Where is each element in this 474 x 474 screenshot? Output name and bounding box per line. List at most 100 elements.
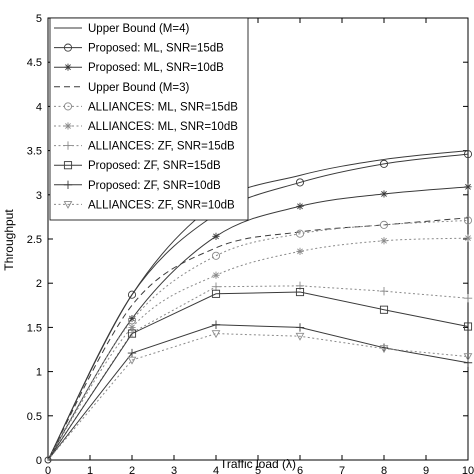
triangle-down-marker	[295, 332, 305, 341]
plus-marker	[295, 323, 305, 332]
x-tick-label: 6	[297, 465, 303, 474]
plus-marker	[379, 286, 389, 296]
series-line	[47, 333, 469, 461]
star-marker	[64, 122, 72, 130]
plot-area: 0 1 2 3 4 5 6 7 8 9 10 0 0.5 1 1.5 2 2.5 3 3.5 4 4.5 5	[27, 13, 474, 474]
x-tick-label: 1	[87, 465, 93, 474]
series-8	[47, 287, 473, 461]
legend-entry: Proposed: ZF, SNR=10dB	[54, 180, 221, 192]
x-tick-label: 5	[255, 465, 261, 474]
y-tick-label: 0	[36, 455, 42, 467]
square-marker	[127, 329, 137, 338]
legend-entry: ALLIANCES: ZF, SNR=15dB	[54, 141, 235, 153]
star-marker	[128, 323, 136, 331]
triangle-down-marker	[211, 330, 221, 339]
plus-marker	[211, 320, 221, 329]
series-6	[47, 234, 472, 461]
square-marker	[295, 287, 305, 297]
legend-entry: Proposed: ML, SNR=10dB	[54, 62, 224, 74]
circle-marker	[63, 43, 73, 52]
circle-marker	[463, 150, 473, 159]
legend-label: ALLIANCES: ZF, SNR=15dB	[88, 141, 235, 153]
series-7	[47, 281, 473, 461]
legend-box	[49, 17, 249, 221]
series-line	[47, 291, 469, 461]
circle-marker	[63, 102, 73, 111]
square-marker	[63, 161, 73, 170]
star-marker	[464, 183, 472, 191]
square-marker	[379, 305, 389, 314]
star-marker	[380, 190, 388, 198]
legend-entry: Upper Bound (M=3)	[54, 82, 189, 94]
square-marker	[211, 289, 221, 298]
y-tick-label: 3	[36, 190, 42, 202]
x-tick-label: 7	[339, 465, 345, 474]
series-3	[47, 183, 472, 461]
series-4	[47, 217, 469, 461]
x-tick-label: 4	[213, 465, 219, 474]
legend-label: ALLIANCES: ML, SNR=15dB	[88, 101, 238, 113]
y-tick-label: 4	[36, 101, 42, 113]
plus-marker	[127, 348, 137, 358]
series-line	[47, 186, 469, 461]
x-tick-label: 8	[381, 465, 387, 474]
triangle-down-marker	[127, 356, 137, 365]
star-marker	[128, 314, 136, 323]
circle-marker	[295, 178, 305, 187]
legend-entry: ALLIANCES: ML, SNR=15dB	[54, 101, 238, 113]
legend-entry: Proposed: ML, SNR=15dB	[54, 43, 224, 55]
y-tick-label: 1	[36, 367, 42, 379]
legend-label: Proposed: ML, SNR=10dB	[88, 62, 224, 74]
legend-label: Proposed: ZF, SNR=15dB	[88, 160, 221, 172]
y-tick-label: 3.5	[27, 146, 42, 158]
legend-entry: ALLIANCES: ML, SNR=10dB	[54, 121, 238, 133]
y-tick-label: 0.5	[27, 411, 42, 423]
legend-label: Proposed: ZF, SNR=10dB	[88, 180, 221, 192]
series-line	[47, 217, 469, 461]
plus-marker	[211, 282, 221, 291]
series-line	[47, 285, 469, 461]
origin-marker	[44, 456, 52, 464]
star-marker	[380, 237, 388, 245]
square-marker	[463, 322, 473, 331]
x-tick-label: 3	[171, 465, 177, 474]
legend-entry: ALLIANCES: ZF, SNR=10dB	[54, 199, 235, 211]
y-axis-label: Throughput	[2, 209, 16, 271]
circle-marker	[127, 290, 137, 299]
circle-marker	[463, 216, 473, 225]
triangle-down-marker	[379, 345, 389, 354]
series-10	[47, 330, 473, 461]
y-tick-label: 5	[36, 13, 42, 25]
y-tick-label: 2.5	[27, 234, 42, 246]
x-tick-label: 10	[462, 465, 474, 474]
plus-marker	[63, 141, 73, 150]
triangle-down-marker	[463, 353, 473, 362]
legend-label: Upper Bound (M=3)	[88, 82, 189, 94]
series-line	[47, 237, 469, 461]
legend: Upper Bound (M=4) Proposed: ML, SNR=15dB P…	[49, 17, 249, 221]
series-5	[47, 216, 473, 461]
circle-marker	[211, 251, 221, 260]
legend-entry: Proposed: ZF, SNR=15dB	[54, 160, 221, 172]
star-marker	[212, 271, 220, 279]
circle-marker	[295, 229, 305, 238]
legend-label: ALLIANCES: ML, SNR=10dB	[88, 121, 238, 133]
x-tick-label: 9	[423, 465, 429, 474]
star-marker	[296, 247, 304, 255]
plus-marker	[63, 180, 73, 189]
triangle-down-marker	[63, 201, 73, 209]
series-line	[47, 219, 469, 461]
legend-label: ALLIANCES: ZF, SNR=10dB	[88, 199, 235, 211]
star-marker	[296, 202, 304, 210]
legend-label: Proposed: ML, SNR=15dB	[88, 43, 224, 55]
y-tick-label: 1.5	[27, 322, 42, 334]
circle-marker	[379, 220, 389, 229]
star-marker	[464, 234, 472, 242]
star-marker	[212, 232, 220, 240]
circle-marker	[379, 159, 389, 168]
series-9	[47, 320, 473, 461]
y-tick-label: 4.5	[27, 57, 42, 69]
star-marker	[64, 63, 72, 71]
legend-entry: Upper Bound (M=4)	[54, 23, 189, 35]
